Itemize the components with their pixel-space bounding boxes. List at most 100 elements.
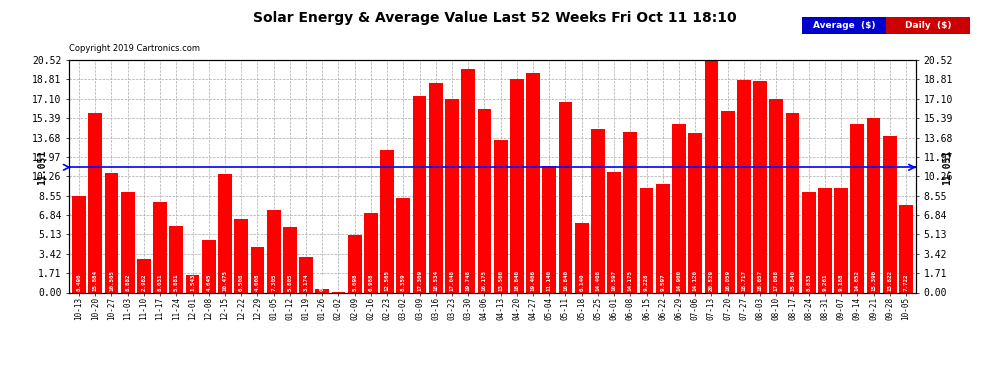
Text: Solar Energy & Average Value Last 52 Weeks Fri Oct 11 18:10: Solar Energy & Average Value Last 52 Wee…	[253, 11, 737, 25]
Bar	[413, 96, 427, 292]
Bar	[105, 174, 119, 292]
Bar	[672, 124, 686, 292]
Bar	[153, 201, 167, 292]
Text: 5.881: 5.881	[174, 273, 179, 291]
Text: 14.408: 14.408	[595, 270, 600, 291]
Bar	[543, 166, 556, 292]
Bar	[866, 118, 880, 292]
Bar	[640, 188, 653, 292]
Text: 9.188: 9.188	[839, 273, 843, 291]
Text: 9.261: 9.261	[823, 273, 828, 291]
Bar	[169, 226, 183, 292]
Bar	[72, 196, 86, 292]
Text: 17.048: 17.048	[449, 270, 454, 291]
Bar	[835, 188, 848, 292]
Bar	[818, 188, 832, 292]
Text: 1.543: 1.543	[190, 273, 195, 291]
Bar	[753, 81, 767, 292]
Bar	[299, 256, 313, 292]
Text: 8.882: 8.882	[125, 273, 130, 291]
Bar	[802, 192, 816, 292]
Bar	[477, 109, 491, 292]
Bar	[88, 112, 102, 292]
Bar	[786, 113, 799, 292]
Text: 14.852: 14.852	[855, 270, 860, 291]
Bar	[607, 172, 621, 292]
Bar	[494, 140, 508, 292]
Text: 16.175: 16.175	[482, 270, 487, 291]
Bar	[558, 102, 572, 292]
Text: 10.505: 10.505	[109, 270, 114, 291]
Text: 8.031: 8.031	[157, 273, 162, 291]
Text: 14.900: 14.900	[676, 270, 681, 291]
Text: 15.390: 15.390	[871, 270, 876, 291]
Text: 19.748: 19.748	[465, 270, 470, 291]
Text: 5.098: 5.098	[352, 273, 357, 291]
Bar	[510, 79, 524, 292]
Text: 12.565: 12.565	[385, 270, 390, 291]
Text: 16.059: 16.059	[725, 270, 731, 291]
Bar	[121, 192, 135, 292]
Text: 13.822: 13.822	[887, 270, 892, 291]
Text: 15.884: 15.884	[93, 270, 98, 291]
Bar	[575, 223, 589, 292]
Text: 11.140: 11.140	[546, 270, 551, 291]
Bar	[380, 150, 394, 292]
Text: 17.309: 17.309	[417, 270, 422, 291]
Text: 8.496: 8.496	[76, 273, 81, 291]
Bar	[429, 82, 443, 292]
Text: 14.120: 14.120	[693, 270, 698, 291]
Text: 18.840: 18.840	[515, 270, 520, 291]
Bar	[526, 73, 540, 292]
Text: 7.722: 7.722	[904, 273, 909, 291]
Text: 8.359: 8.359	[401, 273, 406, 291]
Text: 10.597: 10.597	[612, 270, 617, 291]
Text: Daily  ($): Daily ($)	[905, 21, 951, 30]
Text: 9.228: 9.228	[644, 273, 649, 291]
Bar	[461, 69, 475, 292]
Bar	[850, 124, 864, 292]
Text: 6.140: 6.140	[579, 273, 584, 291]
Bar	[266, 210, 280, 292]
Text: 7.305: 7.305	[271, 273, 276, 291]
Bar	[250, 247, 264, 292]
Text: 17.088: 17.088	[774, 270, 779, 291]
Text: 4.645: 4.645	[206, 273, 211, 291]
Bar	[705, 60, 719, 292]
Bar	[656, 184, 669, 292]
Text: 19.406: 19.406	[531, 270, 536, 291]
Text: 5.805: 5.805	[287, 273, 292, 291]
Bar	[721, 111, 735, 292]
Bar	[769, 99, 783, 292]
Bar	[737, 80, 750, 292]
Bar	[137, 259, 150, 292]
Text: 11.051: 11.051	[942, 150, 952, 185]
Bar	[883, 136, 897, 292]
Bar	[347, 235, 361, 292]
Text: 9.597: 9.597	[660, 273, 665, 291]
Bar	[396, 198, 410, 292]
Text: 2.982: 2.982	[142, 273, 147, 291]
Text: 6.988: 6.988	[368, 273, 373, 291]
Bar	[283, 227, 297, 292]
Text: 11.051: 11.051	[38, 150, 48, 185]
Bar	[235, 219, 248, 292]
Bar	[899, 205, 913, 292]
Text: 18.534: 18.534	[434, 270, 439, 291]
Bar	[688, 132, 702, 292]
Text: 3.174: 3.174	[304, 273, 309, 291]
Text: 14.175: 14.175	[628, 270, 633, 291]
Bar	[591, 129, 605, 292]
Text: 4.008: 4.008	[254, 273, 260, 291]
Text: 18.717: 18.717	[742, 270, 746, 291]
Text: 15.840: 15.840	[790, 270, 795, 291]
Bar	[186, 275, 199, 292]
Text: Average  ($): Average ($)	[813, 21, 875, 30]
Bar	[316, 289, 329, 292]
Text: 16.840: 16.840	[563, 270, 568, 291]
Text: 18.657: 18.657	[757, 270, 762, 291]
Bar	[624, 132, 638, 292]
Text: 13.500: 13.500	[498, 270, 503, 291]
Bar	[218, 174, 232, 292]
Bar	[202, 240, 216, 292]
